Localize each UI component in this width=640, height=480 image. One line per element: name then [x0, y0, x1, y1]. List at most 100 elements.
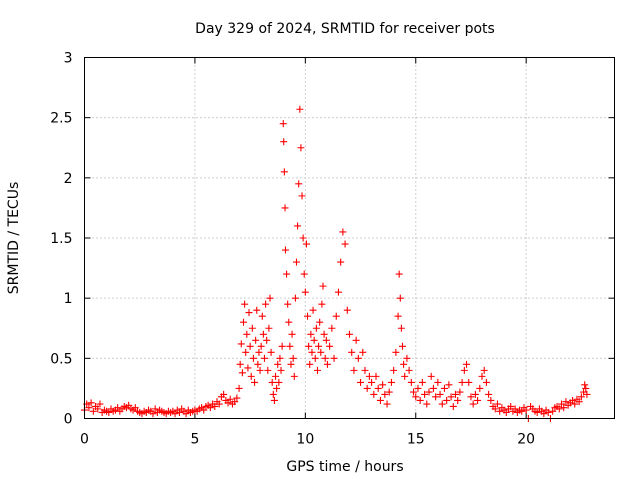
data-point	[305, 342, 313, 350]
data-point	[280, 138, 288, 146]
data-point	[240, 318, 247, 326]
data-point	[374, 384, 382, 392]
plot-frame	[84, 57, 615, 419]
data-point	[175, 408, 183, 416]
data-point	[85, 404, 93, 412]
data-point	[294, 222, 302, 230]
data-point	[460, 366, 468, 374]
data-point	[273, 384, 281, 392]
data-point	[206, 404, 214, 412]
data-point	[94, 405, 102, 413]
data-point	[395, 270, 403, 278]
data-point	[394, 312, 402, 320]
data-point	[434, 378, 442, 386]
y-tick-label: 2	[64, 171, 73, 187]
data-point	[215, 400, 223, 408]
data-point	[277, 366, 285, 374]
data-point	[286, 342, 294, 350]
data-point	[401, 372, 409, 380]
data-point	[298, 192, 306, 200]
data-point	[397, 324, 405, 332]
data-point	[487, 396, 495, 404]
x-axis-label: GPS time / hours	[286, 459, 403, 475]
data-point	[171, 410, 179, 418]
data-point	[502, 408, 510, 416]
y-tick-label: 3	[64, 51, 73, 67]
data-point	[421, 390, 429, 398]
data-point	[581, 381, 589, 389]
data-point	[263, 336, 271, 344]
data-point	[149, 410, 157, 418]
data-point	[315, 342, 323, 350]
y-tick-label: 1	[64, 291, 73, 307]
data-point	[558, 400, 565, 408]
data-point	[396, 294, 404, 302]
x-tick-label: 5	[190, 432, 199, 448]
data-point	[281, 246, 289, 254]
data-point	[432, 393, 440, 401]
data-point	[320, 330, 328, 338]
data-point	[454, 396, 462, 404]
data-point	[354, 354, 362, 362]
data-point	[381, 390, 389, 398]
data-point	[407, 378, 415, 386]
data-point	[365, 372, 373, 380]
data-point	[463, 360, 471, 368]
data-point	[359, 348, 367, 356]
data-point	[423, 400, 431, 408]
data-point	[458, 378, 466, 386]
data-point	[569, 396, 577, 404]
data-point	[414, 384, 422, 392]
y-tick-label: 1.5	[50, 231, 72, 247]
data-point	[316, 318, 324, 326]
data-point	[284, 300, 292, 308]
data-point	[496, 407, 504, 415]
data-point	[313, 366, 321, 374]
data-point	[560, 404, 568, 412]
data-point	[383, 400, 391, 408]
data-point	[577, 393, 585, 401]
data-point	[478, 372, 486, 380]
data-point	[485, 390, 493, 398]
data-point	[469, 400, 477, 408]
data-point	[293, 258, 300, 266]
data-point	[301, 288, 309, 296]
data-point	[482, 378, 490, 386]
data-point	[562, 398, 570, 406]
data-point	[258, 312, 266, 320]
data-point	[387, 378, 395, 386]
data-point	[339, 228, 347, 236]
data-point	[425, 388, 433, 396]
data-point	[372, 372, 380, 380]
data-point	[244, 364, 252, 372]
data-point	[376, 396, 384, 404]
data-point	[555, 405, 563, 413]
data-point	[310, 336, 318, 344]
data-point	[412, 393, 420, 401]
data-point	[262, 300, 270, 308]
data-point	[242, 348, 250, 356]
data-point	[237, 340, 245, 348]
data-point	[281, 204, 289, 212]
data-point	[392, 348, 400, 356]
data-point	[456, 388, 464, 396]
data-point	[291, 294, 299, 302]
data-point	[297, 144, 305, 152]
data-point	[302, 240, 310, 248]
data-point	[274, 360, 282, 368]
data-point	[465, 378, 473, 386]
x-tick-label: 20	[517, 432, 535, 448]
data-point	[370, 390, 378, 398]
data-point	[328, 324, 336, 332]
data-point	[511, 405, 519, 413]
data-point	[283, 270, 291, 278]
data-point	[248, 324, 256, 332]
data-point	[87, 399, 95, 407]
grid	[84, 57, 615, 419]
data-point	[330, 354, 338, 362]
x-tick-label: 10	[296, 432, 314, 448]
data-point	[571, 400, 579, 408]
data-point	[264, 366, 272, 374]
data-point	[410, 388, 418, 396]
data-point	[346, 330, 353, 338]
